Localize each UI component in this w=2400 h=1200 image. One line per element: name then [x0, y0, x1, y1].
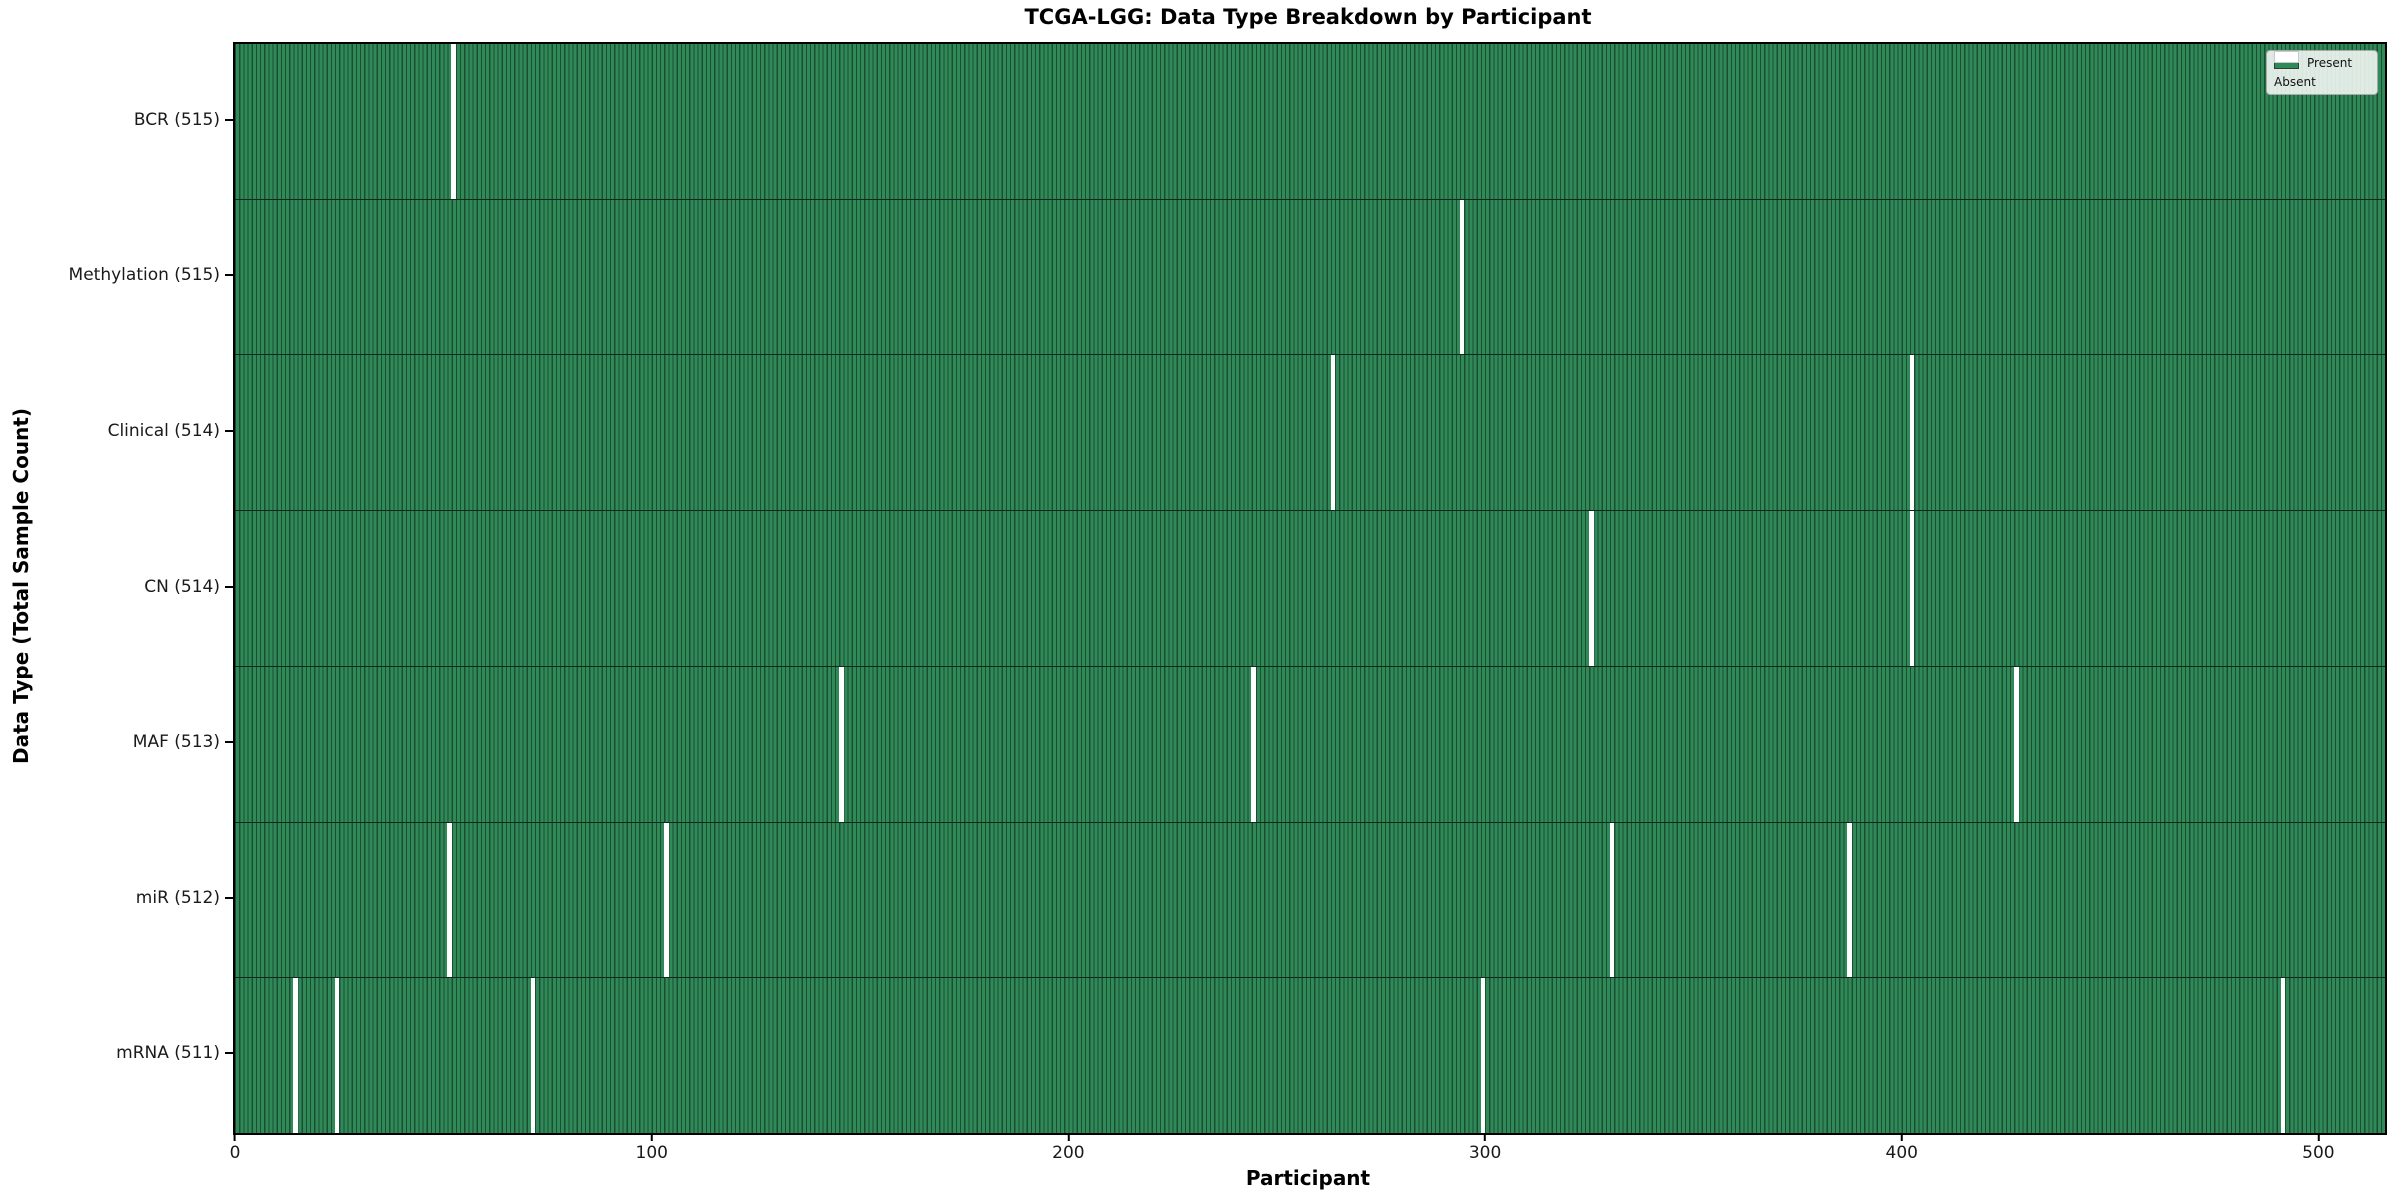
row-mir: [235, 821, 2385, 978]
x-tick-500: 500: [2302, 1133, 2335, 1163]
absent-marker: [1847, 822, 1852, 978]
absent-marker: [1251, 666, 1257, 822]
absent-marker: [1609, 822, 1615, 978]
x-tick-400: 400: [1886, 1133, 1918, 1163]
x-tick-300: 300: [1469, 1133, 1501, 1163]
legend: Present Absent: [2266, 50, 2378, 95]
x-axis-label: Participant: [1245, 1166, 1371, 1190]
absent-marker: [663, 822, 669, 978]
x-tick-200: 200: [1052, 1133, 1085, 1163]
absent-marker: [447, 822, 452, 978]
absent-marker: [293, 978, 298, 1134]
absent-marker: [1330, 355, 1336, 511]
row-bcr: [235, 44, 2385, 199]
absent-marker: [334, 978, 340, 1134]
y-tick-bcr: BCR (515): [0, 42, 233, 198]
absent-swatch-icon: [2274, 51, 2299, 63]
x-tick-100: 100: [636, 1133, 668, 1163]
chart-title: TCGA-LGG: Data Type Breakdown by Partici…: [1024, 5, 1592, 29]
row-methylation: [235, 198, 2385, 355]
row-cn: [235, 510, 2385, 666]
absent-marker: [451, 44, 457, 199]
row-clinical: [235, 354, 2385, 511]
absent-marker: [1459, 199, 1465, 355]
legend-label-present: Present: [2307, 56, 2353, 70]
y-tick-methylation: Methylation (515): [0, 198, 233, 354]
y-tick-mrna: mRNA (511): [0, 975, 233, 1131]
y-tick-mir: miR (512): [0, 820, 233, 976]
absent-marker: [1909, 355, 1915, 511]
heatmap-rows: [235, 44, 2385, 1134]
absent-marker: [838, 666, 844, 822]
y-axis-tick-labels: BCR (515) Methylation (515) Clinical (514)…: [0, 42, 233, 1131]
y-tick-cn: CN (514): [0, 509, 233, 665]
absent-marker: [530, 978, 536, 1134]
absent-marker: [1588, 511, 1594, 666]
x-tick-0: 0: [230, 1133, 240, 1163]
absent-marker: [1909, 511, 1915, 666]
absent-marker: [2280, 978, 2286, 1134]
legend-label-absent: Absent: [2274, 75, 2316, 89]
x-axis-tick-labels: 0 100 200 300 400 500: [230, 1133, 2383, 1173]
legend-entry-absent: Absent: [2274, 51, 2370, 89]
absent-marker: [2013, 666, 2019, 822]
row-mrna: [235, 977, 2385, 1134]
plot-area: Present Absent: [233, 42, 2387, 1135]
y-tick-clinical: Clinical (514): [0, 353, 233, 509]
row-maf: [235, 665, 2385, 822]
absent-marker: [1480, 978, 1486, 1134]
y-tick-maf: MAF (513): [0, 664, 233, 820]
